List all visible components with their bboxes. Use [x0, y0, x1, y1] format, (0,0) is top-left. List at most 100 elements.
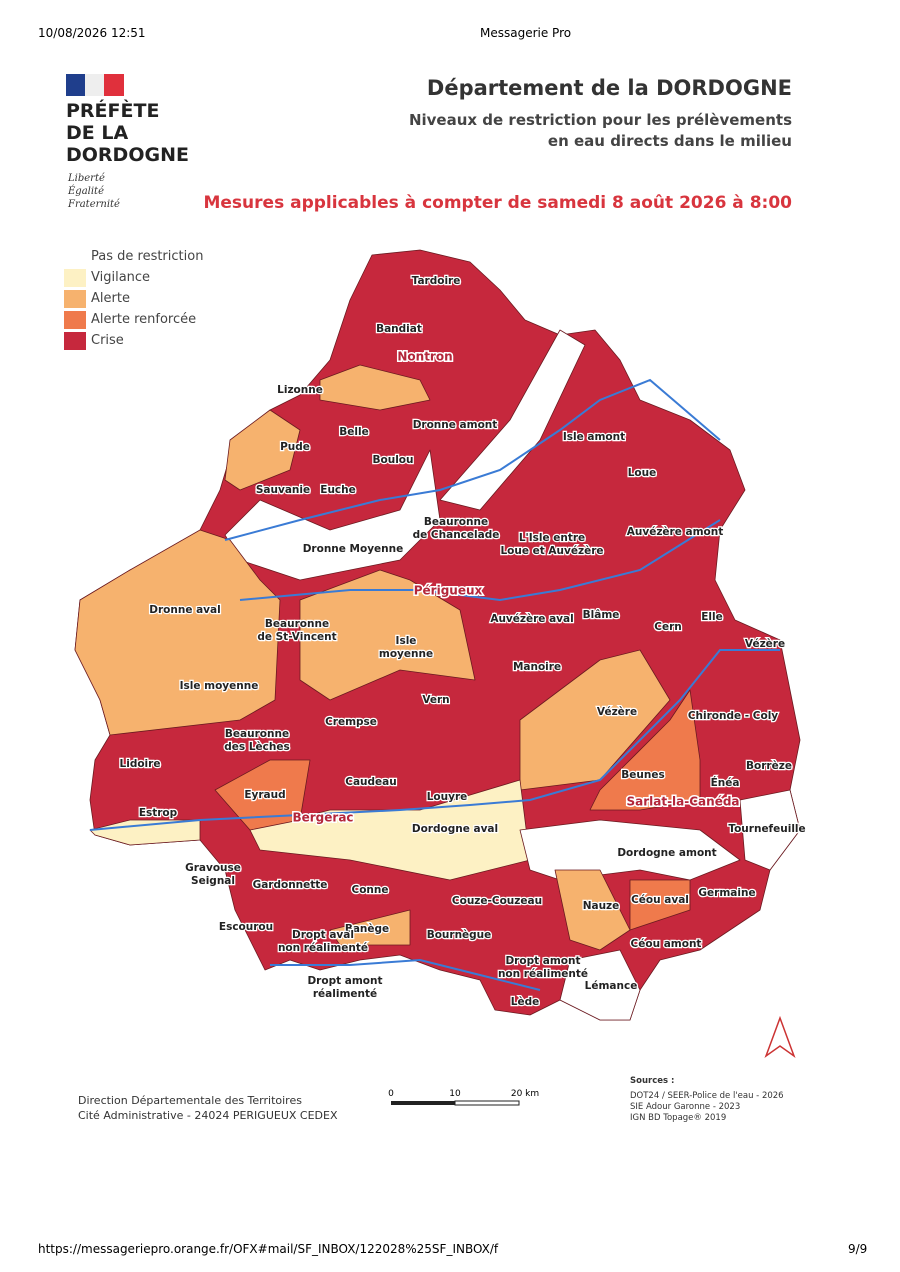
zone-label: Louyre — [427, 791, 468, 803]
zone-label: Lizonne — [277, 384, 323, 396]
legend-item: Alerte renforcée — [64, 309, 203, 330]
legend-label: Pas de restriction — [91, 249, 204, 264]
zone-label: Dordogne amont — [617, 847, 716, 859]
zone-label: Manoire — [513, 661, 561, 673]
area-none — [559, 949, 641, 1021]
legend-item: Pas de restriction — [64, 246, 203, 267]
legend-label: Alerte — [91, 291, 130, 306]
zone-label: Dronne aval — [149, 604, 220, 616]
map — [74, 249, 801, 1059]
legend-label: Vigilance — [91, 270, 151, 285]
scale-label: 10 — [449, 1089, 461, 1099]
zone-label: non réalimenté — [498, 968, 588, 980]
legend-item: Crise — [64, 330, 203, 351]
legend: Pas de restriction Vigilance Alerte Alerte … — [64, 246, 203, 351]
zone-label: de Chancelade — [413, 529, 500, 541]
area-alerte — [224, 409, 301, 491]
logo-line: DORDOGNE — [66, 144, 189, 166]
zone-label: Banège — [345, 923, 389, 935]
zone-label: Bandiat — [376, 323, 422, 335]
source: DOT24 / SEER-Police de l'eau - 2026 — [630, 1091, 784, 1101]
zone-label: Nauze — [583, 900, 620, 912]
zone-label: Dropt amont — [505, 955, 580, 967]
city-label: Périgueux — [414, 584, 483, 598]
legend-swatch — [64, 247, 86, 266]
area-none — [739, 789, 801, 871]
river — [270, 958, 541, 991]
area-alerte — [299, 569, 476, 701]
area-renforcee — [214, 759, 311, 831]
area-alerte — [554, 869, 631, 951]
scale-label: 0 — [388, 1089, 394, 1099]
logo-text: PRÉFÈTE DE LA DORDOGNE — [66, 100, 189, 166]
area-alerte — [319, 364, 431, 411]
source: IGN BD Topage® 2019 — [630, 1113, 727, 1123]
zone-label: Blâme — [583, 609, 620, 621]
zone-label: Boulou — [373, 454, 414, 466]
legend-swatch — [64, 268, 86, 287]
area-vigilance — [89, 819, 201, 846]
address-line: Cité Administrative - 24024 PERIGUEUX CE… — [78, 1109, 338, 1122]
area-none — [224, 449, 441, 581]
zone-label: Gravouse — [185, 862, 241, 874]
zone-label: Euche — [320, 484, 355, 496]
zone-label: Céou amont — [631, 938, 702, 950]
subtitle-line: Niveaux de restriction pour les prélèvem… — [408, 111, 792, 129]
legend-label: Crise — [91, 333, 124, 348]
area-renforcee — [629, 879, 691, 931]
address-line: Direction Départementale des Territoires — [78, 1094, 302, 1107]
zone-label: Beauronne — [225, 728, 289, 740]
zone-label: Chironde - Coly — [688, 710, 778, 722]
river — [239, 519, 721, 602]
zone-label: Seignal — [191, 875, 235, 887]
address: Direction Départementale des Territoires… — [78, 1093, 338, 1123]
motto: Liberté Égalité Fraternité — [68, 172, 120, 211]
zone-label: réalimenté — [313, 988, 377, 1000]
zone-label: Elle — [701, 611, 723, 623]
zone-label: Beunes — [621, 769, 664, 781]
river — [224, 378, 721, 541]
sources: Sources : DOT24 / SEER-Police de l'eau -… — [630, 1076, 784, 1124]
motto-line: Liberté — [68, 173, 105, 184]
zone-label: Pude — [280, 441, 310, 453]
zone-label: Sauvanie — [256, 484, 310, 496]
page-title: Messagerie Pro — [480, 26, 572, 40]
zone-label: non réalimenté — [278, 942, 368, 954]
zone-label: Isle moyenne — [180, 680, 259, 692]
motto-line: Fraternité — [68, 199, 120, 210]
motto-line: Égalité — [68, 186, 104, 197]
legend-swatch — [64, 289, 86, 308]
zone-label: Céou aval — [631, 894, 689, 906]
zone-label: Loue — [628, 467, 657, 479]
area-none — [439, 329, 586, 511]
url: https://messageriepro.orange.fr/OFX#mail… — [38, 1242, 499, 1256]
zone-label: Cern — [654, 621, 681, 633]
title: Département de la DORDOGNE — [426, 76, 792, 100]
zone-label: Gardonnette — [253, 879, 328, 891]
zone-label: Dropt aval — [292, 929, 354, 941]
zone-label: moyenne — [379, 648, 433, 660]
zone-label: Tardoire — [412, 275, 461, 287]
zone-label: Dronne amont — [413, 419, 498, 431]
zone-label: de St-Vincent — [257, 631, 336, 643]
north-arrow — [764, 1015, 796, 1059]
zone-label: Dronne Moyenne — [303, 543, 404, 555]
city-label: Bergerac — [292, 811, 353, 825]
city-label: Sarlat-la-Canéda — [626, 795, 739, 809]
zone-label: Escourou — [219, 921, 273, 933]
area-alerte — [329, 909, 411, 946]
zone-label: Borrèze — [746, 760, 792, 772]
legend-swatch — [64, 310, 86, 329]
zone-label: Dropt amont — [307, 975, 382, 987]
legend-item: Alerte — [64, 288, 203, 309]
zone-label: Vern — [422, 694, 449, 706]
timestamp: 10/08/2026 12:51 — [38, 26, 146, 40]
zone-label: Énéa — [711, 776, 740, 789]
zone-label: Beauronne — [265, 618, 329, 630]
area-alerte — [519, 649, 671, 791]
zone-label: Vézère — [597, 706, 637, 718]
zone-label: Eyraud — [244, 789, 285, 801]
zone-label: Bournègue — [427, 929, 492, 941]
zone-label: Couze-Couzeau — [452, 895, 542, 907]
